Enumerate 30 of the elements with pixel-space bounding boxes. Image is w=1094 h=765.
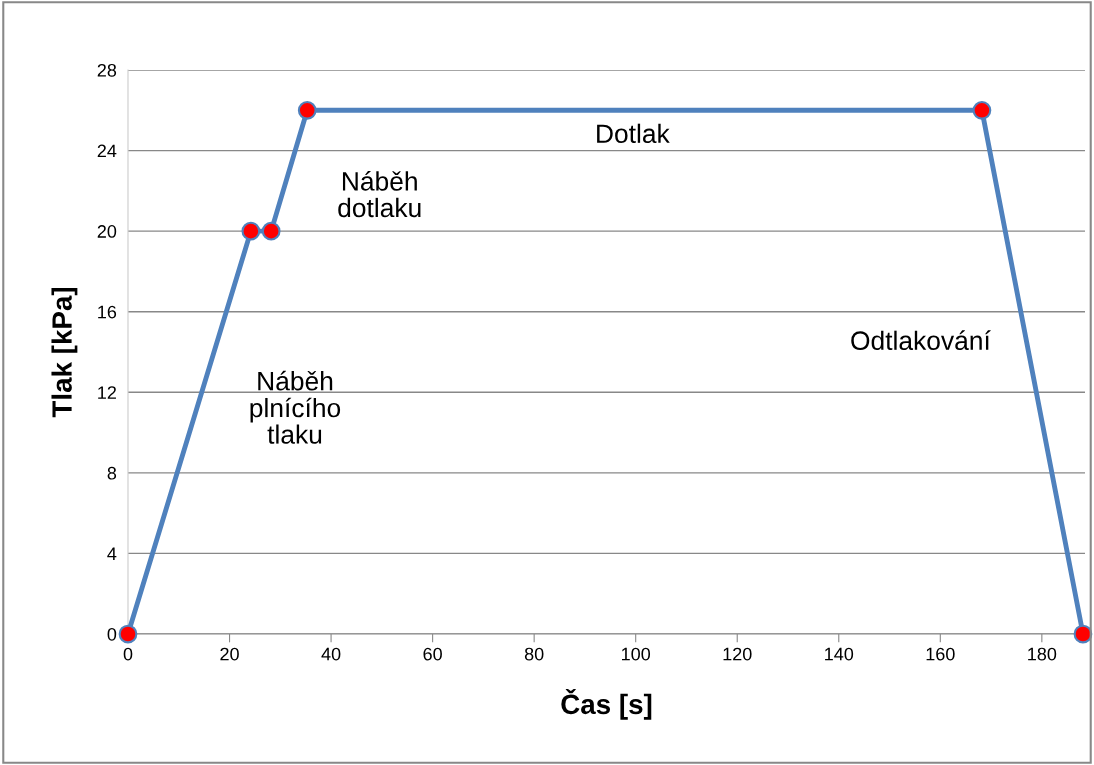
annotation: Odtlakování [851,330,991,351]
y-tick-label: 8 [107,466,117,480]
x-tick-label: 80 [524,647,544,661]
x-axis-title: Čas [s] [561,689,652,720]
point [297,100,317,120]
point [972,100,992,120]
x-tick-label: 20 [220,647,239,661]
x-tick-label: 0 [123,647,133,661]
y-tick-label: 16 [98,305,117,319]
point [241,221,261,241]
x-tick-label: 60 [423,647,442,661]
x-tick-label: 100 [622,647,651,661]
point [1073,624,1093,644]
annotation: Náběh plnícího tlaku [250,370,341,444]
y-tick-label: 20 [97,225,117,238]
y-tick-label: 0 [107,627,117,641]
x-tick-label: 40 [321,647,341,661]
y-tick-label: 28 [97,63,117,77]
y-tick-label: 4 [107,547,117,560]
x-tick-label: 180 [1028,647,1057,661]
annotation: Náběh dotlaku [338,171,421,218]
y-tick-label: 24 [97,144,117,158]
y-axis-title: Tlak [kPa] [51,287,78,418]
y-tick-label: 12 [98,386,116,399]
annotation: Dotlak [597,123,670,144]
x-tick-label: 120 [723,647,752,661]
x-tick-label: 160 [926,647,955,661]
point [261,221,281,241]
x-tick-label: 140 [825,647,854,661]
point [118,624,138,644]
